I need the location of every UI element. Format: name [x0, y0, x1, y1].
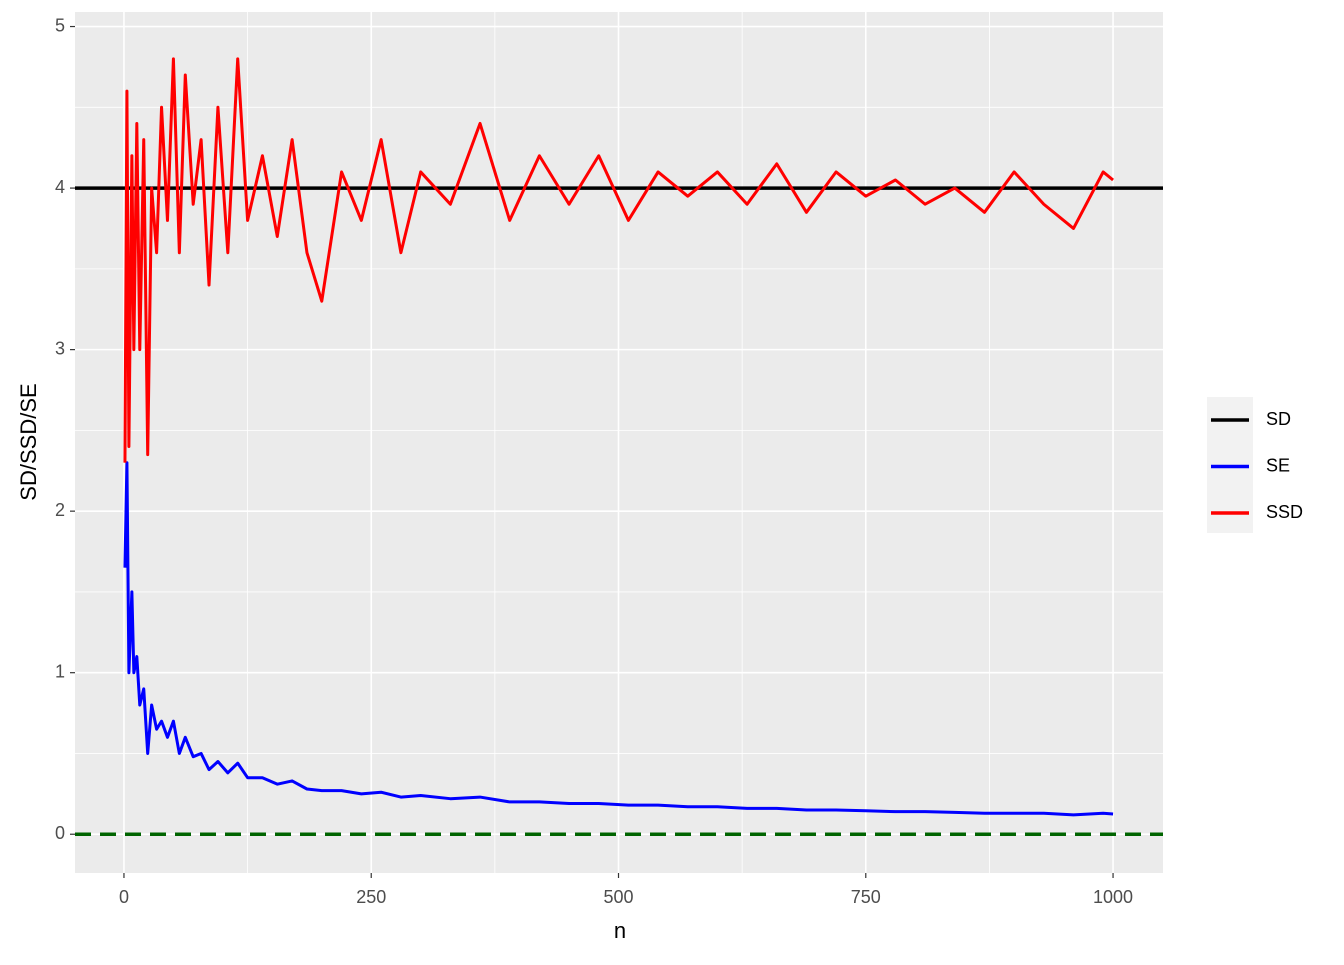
y-tick-label: 3	[55, 338, 65, 358]
legend-label: SD	[1266, 409, 1291, 429]
x-tick-label: 500	[603, 887, 633, 907]
x-tick-label: 250	[356, 887, 386, 907]
data-line	[123, 57, 1114, 463]
y-tick-label: 2	[55, 500, 65, 520]
y-axis-title: SD/SSD/SE	[16, 383, 41, 500]
legend-label: SE	[1266, 455, 1290, 475]
x-tick-label: 0	[119, 887, 129, 907]
legend-label: SSD	[1266, 502, 1303, 522]
y-tick-label: 4	[55, 177, 65, 197]
x-tick-label: 1000	[1093, 887, 1133, 907]
x-axis-title: n	[614, 918, 626, 943]
y-tick-label: 1	[55, 661, 65, 681]
y-tick-label: 0	[55, 823, 65, 843]
data-line	[123, 461, 1114, 817]
y-tick-label: 5	[55, 15, 65, 35]
x-tick-label: 750	[851, 887, 881, 907]
